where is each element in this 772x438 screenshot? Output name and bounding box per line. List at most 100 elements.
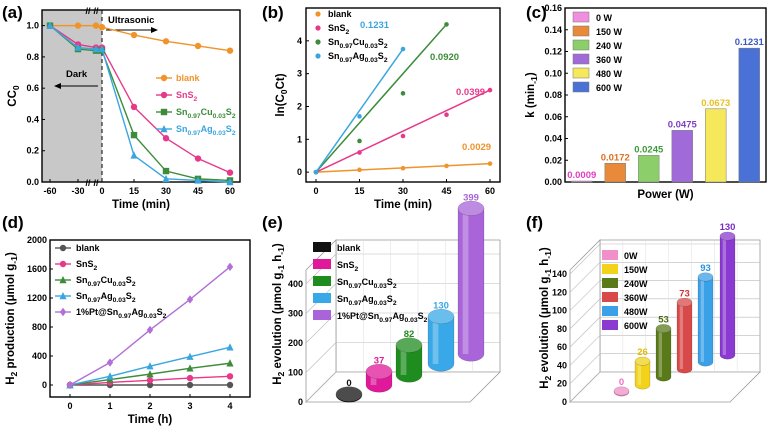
c-legend-swatch (572, 81, 590, 93)
d-xtick-label: 0 (67, 401, 72, 411)
c-ytick-label: 0.02 (544, 155, 562, 165)
d-legend-marker (59, 260, 67, 268)
a-point (130, 103, 138, 111)
d-point (106, 372, 114, 380)
a-point (74, 22, 82, 29)
f-bar-0-top (613, 386, 630, 396)
a-point (226, 169, 234, 176)
e-bar-3-top (427, 309, 455, 325)
c-legend-swatch (572, 67, 590, 79)
panel-a-letter: (a) (2, 3, 23, 22)
f-bar-value-label: 73 (679, 288, 690, 299)
a-point (162, 38, 170, 45)
b-point (487, 161, 493, 166)
f-bar-4-body (697, 276, 714, 367)
f-bar-2-top (655, 324, 672, 333)
e-bar-0 (335, 386, 363, 403)
f-bar-3 (676, 297, 693, 374)
d-point (226, 262, 234, 272)
f-bar-3-body (676, 302, 693, 374)
a-point (194, 176, 202, 184)
d-xtick-label: 2 (147, 401, 152, 411)
a-legend-marker (160, 74, 168, 82)
f-bar-1-top-shine (635, 357, 650, 366)
b-xtick-label: 60 (485, 186, 495, 196)
e-bar-value-label: 37 (374, 355, 385, 366)
f-bar-4-highlight (700, 276, 704, 362)
b-point (357, 138, 362, 144)
e-bar-4-body (457, 208, 485, 362)
a-axis-break: // (93, 178, 99, 188)
panel-b-letter: (b) (262, 3, 284, 22)
d-point (66, 380, 74, 390)
d-point (106, 358, 114, 367)
f-grid-side (569, 371, 601, 403)
d-point (146, 370, 154, 378)
f-legend-label: 240W (624, 279, 648, 289)
f-grid-side (569, 243, 601, 275)
c-y-axis-label: k (min-1) (525, 72, 539, 118)
f-ytick-label: 80 (557, 324, 567, 334)
b-x-axis-label: Time (min) (374, 199, 432, 211)
c-bar-0 (571, 180, 593, 183)
panel-a-chart: 0.00.20.40.60.81.0-60 -30 0 15 30 45 60///////… (7, 6, 241, 211)
e-bar-value-label: 130 (433, 301, 449, 312)
e-bar-1-top (365, 363, 393, 380)
panel-e-letter: (e) (262, 213, 283, 232)
a-legend-label: SnS2 (176, 90, 198, 103)
f-legend-label: 600W (624, 321, 648, 331)
f-bar-5 (719, 231, 736, 360)
a-point (226, 47, 234, 54)
f-legend-label: 150W (624, 265, 648, 275)
panel-c-chart: 0.00 0.02 0.04 0.06 0.08 0.10 0.12 0.14 0.16 Powe… (525, 3, 767, 201)
c-bar-value-label: 0.1231 (735, 37, 765, 48)
b-y-axis-label: ln(C0Ct) (275, 73, 289, 116)
b-point (400, 46, 406, 52)
a-xtick-label: 15 (129, 186, 139, 196)
d-ytick-label: 2000 (27, 235, 47, 245)
e-legend-label: Sn0.97Ag0.03S2 (337, 294, 397, 307)
f-bar-5-highlight (722, 236, 726, 355)
e-bar-value-label: 399 (463, 192, 479, 203)
f-y-axis-label: H2 evolution (μmol g-1 h-1) (539, 247, 553, 389)
f-legend-swatch (602, 278, 618, 288)
f-bar-value-label: 130 (720, 222, 736, 233)
a-point (130, 131, 138, 139)
panel-f-letter: (f) (526, 213, 543, 232)
e-bar-0-top-shine (336, 386, 362, 402)
a-axis-break: // (93, 6, 99, 16)
a-point (74, 43, 82, 51)
a-legend-marker (160, 91, 168, 99)
f-legend-swatch (602, 306, 618, 316)
c-ytick-label: 0.16 (544, 3, 562, 13)
f-legend-swatch (602, 250, 618, 260)
f-bar-1-highlight (637, 361, 641, 385)
c-legend-label: 480 W (596, 69, 623, 79)
c-bar-value-label: 0.0172 (601, 152, 630, 163)
d-legend-marker (59, 244, 67, 252)
a-point (194, 155, 202, 162)
d-point (226, 381, 234, 389)
a-axes-frame (41, 9, 241, 183)
c-bar-4 (705, 108, 727, 183)
a-ytick-label: 0.4 (26, 114, 39, 124)
f-grid-side (569, 280, 601, 311)
e-ytick-label: 100 (288, 368, 303, 378)
b-legend-label: SnS2 (328, 23, 350, 36)
e-bar-3-highlight (432, 316, 439, 364)
b-rate-constant-label: 0.0920 (430, 52, 459, 63)
e-legend-swatch (313, 242, 331, 252)
c-legend-label: 150 W (596, 27, 623, 37)
c-bar-value-label: 0.0475 (668, 119, 698, 130)
e-bar-2-highlight (400, 345, 407, 375)
d-xtick-label: 3 (187, 401, 192, 411)
panel-b-chart: 0 1 2 3 4 0 15 30 45 60 Time (min) ln(C0Ct) 0.0029 bl… (275, 7, 501, 211)
e-bar-2-top (395, 337, 423, 353)
f-bar-2 (655, 324, 672, 382)
f-ytick-label: 40 (557, 360, 567, 370)
a-ytick-label: 0.6 (26, 83, 39, 93)
d-legend-label: Sn0.97Cu0.03S2 (76, 275, 136, 288)
a-xtick-label: -30 (71, 186, 84, 196)
